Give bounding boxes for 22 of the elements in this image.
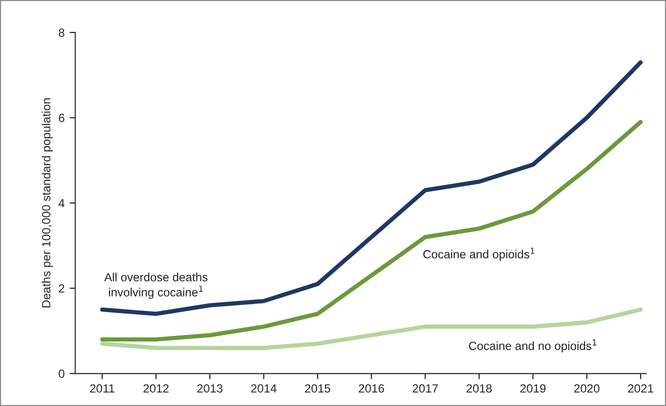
y-tick-label: 6 bbox=[58, 114, 64, 122]
y-axis-title: Deaths per 100,000 standard population bbox=[42, 98, 53, 308]
x-tick-label: 2012 bbox=[143, 384, 169, 393]
x-tick-label: 2011 bbox=[90, 384, 114, 393]
x-tick-label: 2013 bbox=[197, 384, 222, 393]
line-series bbox=[100, 60, 643, 316]
y-tick-label: 8 bbox=[58, 28, 64, 37]
x-tick-label: 2020 bbox=[574, 384, 600, 393]
x-tick-label: 2017 bbox=[412, 384, 438, 393]
y-tick-label: 0 bbox=[58, 370, 64, 378]
y-tick-label: 4 bbox=[58, 199, 64, 208]
y-tick-label: 2 bbox=[58, 284, 64, 293]
x-tick-label: 2016 bbox=[358, 384, 384, 393]
series-label: Cocaine and no opioids$^{1}$ bbox=[468, 339, 596, 352]
x-tick-label: 2019 bbox=[520, 384, 546, 393]
x-tick-label: 2018 bbox=[466, 384, 492, 393]
series-label: Cocaine and opioids$^{1}$ bbox=[423, 248, 534, 261]
x-tick-label: 2014 bbox=[251, 384, 277, 393]
x-tick-label: 2021 bbox=[628, 384, 654, 393]
series-label: All overdose deaths involving cocaine$^{1}$ bbox=[104, 272, 208, 299]
x-tick-label: 2015 bbox=[305, 384, 330, 393]
line-series bbox=[100, 307, 643, 350]
